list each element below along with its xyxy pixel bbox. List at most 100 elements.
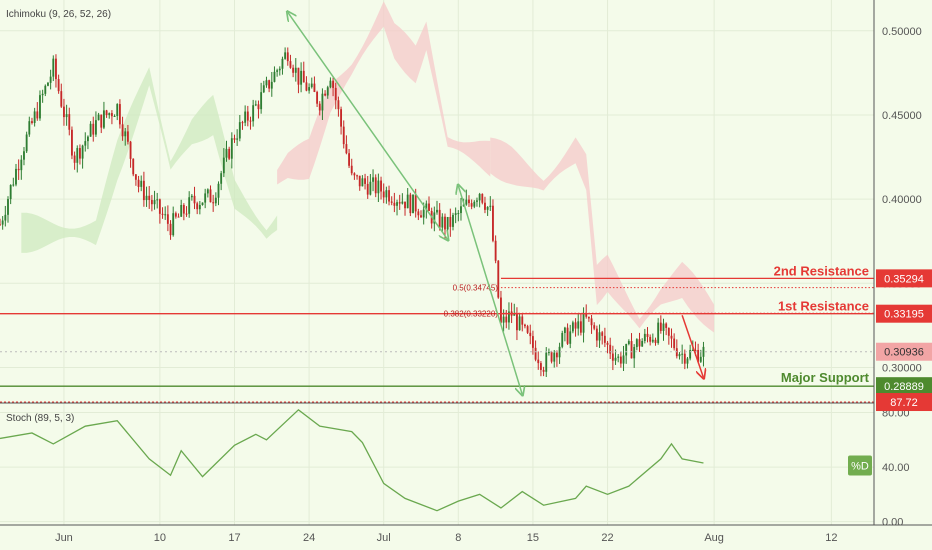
candle-up bbox=[284, 52, 287, 59]
candle-down bbox=[606, 342, 609, 345]
candle-down bbox=[100, 114, 103, 128]
candle-down bbox=[585, 313, 588, 317]
candle-up bbox=[20, 159, 23, 171]
candle-down bbox=[353, 173, 356, 176]
candle-up bbox=[76, 148, 79, 163]
candle-up bbox=[217, 183, 220, 198]
candle-up bbox=[206, 189, 209, 194]
candle-down bbox=[63, 106, 65, 118]
candle-down bbox=[233, 138, 236, 140]
candle-up bbox=[41, 93, 44, 96]
candle-down bbox=[196, 203, 199, 210]
candle-up bbox=[577, 321, 580, 329]
candle-down bbox=[659, 322, 662, 331]
candle-down bbox=[505, 316, 508, 323]
trend-arrow bbox=[288, 12, 448, 239]
candle-down bbox=[601, 332, 604, 336]
candle-down bbox=[73, 155, 76, 163]
candle-up bbox=[308, 87, 311, 91]
candle-up bbox=[124, 131, 127, 137]
candle-up bbox=[276, 70, 279, 72]
candle-down bbox=[673, 338, 676, 349]
candle-down bbox=[60, 91, 63, 107]
candle-up bbox=[396, 202, 398, 206]
time-axis[interactable]: Jun 10 17 24 Jul 8 15 22 Aug 12 bbox=[55, 532, 837, 544]
major-support-badge bbox=[876, 377, 932, 396]
candle-down bbox=[500, 297, 502, 323]
candle-up bbox=[310, 83, 313, 88]
candle-up bbox=[598, 332, 601, 341]
candle-up bbox=[622, 355, 625, 364]
candle-up bbox=[222, 157, 225, 174]
candle-up bbox=[473, 201, 476, 207]
time-tick-label: Aug bbox=[704, 532, 724, 544]
candle-down bbox=[683, 353, 686, 364]
candle-up bbox=[23, 151, 25, 160]
candle-down bbox=[305, 82, 308, 91]
candle-up bbox=[113, 116, 116, 118]
candle-up bbox=[476, 200, 478, 202]
candle-up bbox=[15, 168, 17, 185]
candle-up bbox=[28, 121, 31, 135]
candle-down bbox=[0, 224, 1, 226]
candle-down bbox=[529, 332, 532, 337]
candle-up bbox=[436, 209, 438, 213]
time-tick-label: Jun bbox=[55, 532, 73, 544]
candle-up bbox=[260, 92, 263, 110]
candle-up bbox=[180, 205, 183, 217]
candle-up bbox=[329, 80, 332, 88]
candle-down bbox=[521, 316, 524, 325]
candle-down bbox=[169, 223, 172, 236]
candle-up bbox=[145, 195, 148, 201]
candle-up bbox=[571, 322, 574, 332]
candle-down bbox=[324, 93, 327, 96]
candle-up bbox=[617, 356, 620, 358]
overbought-badge bbox=[876, 393, 932, 412]
time-tick-label: 8 bbox=[455, 532, 461, 544]
time-tick-label: 10 bbox=[154, 532, 166, 544]
candle-up bbox=[270, 81, 273, 89]
stoch-tick-label: 40.00 bbox=[882, 462, 910, 474]
stoch-d-badge bbox=[848, 455, 872, 476]
candle-down bbox=[409, 194, 412, 214]
candle-down bbox=[150, 199, 153, 205]
candle-up bbox=[102, 110, 105, 128]
price-tick-label: 0.50000 bbox=[882, 26, 922, 38]
candle-down bbox=[358, 175, 361, 187]
price-axis[interactable]: 0.500000.450000.400000.350000.3000080.00… bbox=[876, 26, 932, 529]
candle-up bbox=[489, 205, 492, 207]
candle-up bbox=[39, 95, 41, 119]
major-support-label: Major Support bbox=[781, 370, 870, 385]
candle-up bbox=[84, 141, 87, 146]
candle-up bbox=[643, 333, 646, 342]
candle-up bbox=[657, 322, 660, 343]
sub-indicator-label: Stoch (89, 5, 3) bbox=[6, 413, 74, 424]
major-support-badge-text: 0.28889 bbox=[884, 381, 924, 393]
candle-up bbox=[281, 58, 284, 69]
candle-down bbox=[654, 339, 657, 343]
candle-down bbox=[531, 336, 534, 348]
stoch-tick-label: 0.00 bbox=[882, 517, 903, 529]
candle-up bbox=[465, 199, 468, 205]
candle-down bbox=[185, 213, 188, 215]
candle-up bbox=[108, 113, 111, 116]
second-resistance-label: 2nd Resistance bbox=[774, 263, 869, 278]
candle-up bbox=[220, 173, 223, 184]
candle-down bbox=[334, 87, 337, 101]
candle-down bbox=[468, 199, 470, 204]
candle-down bbox=[249, 120, 252, 122]
candle-down bbox=[539, 363, 542, 370]
candle-up bbox=[33, 111, 36, 124]
candle-up bbox=[1, 220, 4, 225]
candle-up bbox=[225, 148, 228, 158]
candle-down bbox=[126, 131, 129, 142]
candle-down bbox=[316, 91, 319, 104]
candle-up bbox=[412, 194, 414, 214]
candle-down bbox=[619, 356, 622, 364]
candle-down bbox=[390, 201, 393, 203]
candle-down bbox=[228, 148, 231, 159]
candle-up bbox=[422, 209, 425, 218]
candle-down bbox=[31, 121, 33, 124]
candle-down bbox=[481, 193, 484, 203]
